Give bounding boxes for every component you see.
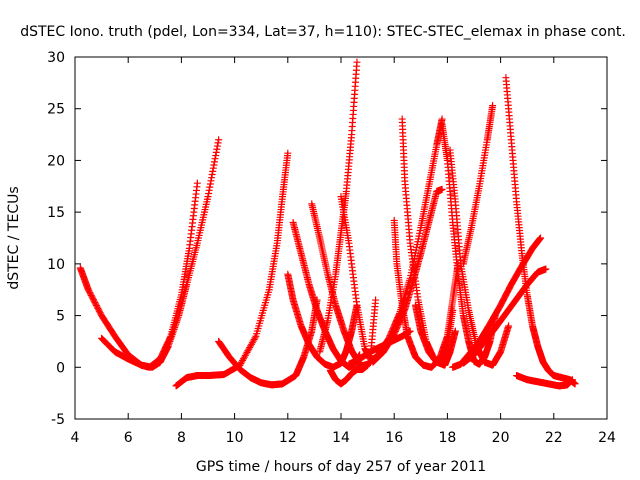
x-tick-label: 12 [279,430,297,446]
plot-area [76,58,579,390]
data-point [537,234,544,242]
data-point [542,265,550,273]
data-point [438,185,446,193]
data-point [489,102,497,110]
data-series [459,102,497,268]
data-series [172,149,292,390]
y-tick-label: 5 [56,309,65,325]
data-series [98,136,223,371]
y-axis-label: dSTEC / TECUs [6,186,22,289]
y-tick-label: 30 [47,50,65,66]
x-tick-label: 22 [545,430,563,446]
data-point [353,58,361,66]
y-tick-label: 15 [47,205,65,221]
x-tick-label: 18 [438,430,456,446]
y-tick-label: -5 [51,412,65,428]
chart-title: dSTEC Iono. truth (pdel, Lon=334, Lat=37… [20,24,626,40]
y-tick-label: 0 [56,360,65,376]
x-tick-label: 14 [332,430,350,446]
x-tick-label: 16 [385,430,403,446]
x-tick-label: 6 [124,430,133,446]
data-series [76,179,201,371]
y-tick-label: 25 [47,102,65,118]
data-point [284,149,292,157]
data-point [251,334,259,342]
data-point [372,296,380,304]
x-tick-label: 4 [71,430,80,446]
x-tick-label: 20 [492,430,510,446]
data-series [411,301,459,369]
x-axis-label: GPS time / hours of day 257 of year 2011 [196,459,486,475]
data-point [505,322,513,330]
data-series [308,200,369,371]
data-series [449,234,544,371]
x-tick-label: 8 [177,430,186,446]
data-series [446,146,513,369]
plot-frame [74,56,608,420]
y-tick-label: 20 [47,153,65,169]
x-tick-label: 24 [598,430,616,446]
data-series [502,74,579,388]
x-tick-label: 10 [226,430,244,446]
data-series [513,372,576,390]
data-series [337,193,380,363]
y-tick-label: 10 [47,257,65,273]
data-point [451,327,459,335]
data-series [353,115,446,371]
data-point [568,376,576,384]
data-point [193,179,201,187]
axis-ticks: 4 6 8 10 12 14 16 18 20 22 24 -5 0 5 10 15 20 25 30 [47,50,616,446]
data-point [215,136,223,144]
data-point [449,306,457,314]
data-point [571,380,579,388]
